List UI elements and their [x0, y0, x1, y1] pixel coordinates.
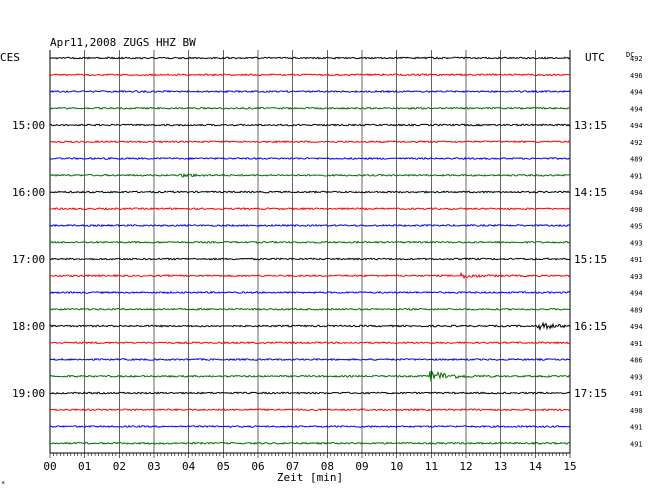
dc-offset-value: 489 [630, 306, 643, 314]
dc-offset-value: 489 [630, 156, 643, 164]
dc-offset-value: 494 [630, 105, 643, 113]
trace-19 [49, 369, 571, 382]
x-axis: 00 01 02 03 04 05 06 07 08 09 10 11 12 13 14 15 [43, 452, 577, 473]
trace-5 [49, 140, 571, 144]
dc-offset-value: 495 [630, 223, 643, 231]
dc-offset-value: 496 [630, 72, 643, 80]
left-time-label: 18:00 [12, 320, 45, 333]
trace-23 [49, 441, 571, 445]
dc-offset-value: 490 [630, 407, 643, 415]
corner-mark: * [1, 480, 5, 488]
x-tick-label: 03 [147, 460, 160, 473]
x-tick-label: 09 [355, 460, 368, 473]
dc-offset-value: 494 [630, 122, 643, 130]
trace-14 [49, 290, 571, 295]
dc-offset-value: 486 [630, 357, 643, 365]
trace-8 [49, 190, 571, 194]
x-tick-label: 08 [321, 460, 334, 473]
dc-offset-value: 491 [630, 440, 643, 448]
chart-title: Apr11,2008 ZUGS HHZ BW [50, 36, 196, 49]
x-tick-label: 06 [251, 460, 264, 473]
dc-offset-value: 493 [630, 239, 643, 247]
trace-2 [49, 89, 571, 94]
trace-22 [49, 424, 571, 429]
dc-offset-value: 493 [630, 273, 643, 281]
x-tick-label: 07 [286, 460, 299, 473]
x-tick-label: 12 [459, 460, 472, 473]
dc-offset-value: 494 [630, 290, 643, 298]
x-tick-label: 00 [43, 460, 56, 473]
trace-11 [49, 240, 571, 244]
right-time-label: 17:15 [574, 387, 607, 400]
dc-offset-value: 491 [630, 424, 643, 432]
x-tick-label: 05 [217, 460, 230, 473]
x-axis-label: Zeit [min] [277, 471, 343, 484]
trace-17 [49, 341, 571, 345]
trace-20 [49, 391, 571, 395]
trace-15 [49, 307, 571, 311]
x-tick-label: 11 [425, 460, 438, 473]
dc-offset-value: 494 [630, 189, 643, 197]
trace-10 [49, 223, 571, 228]
left-time-label: 16:00 [12, 186, 45, 199]
left-time-label: 15:00 [12, 119, 45, 132]
trace-0 [49, 56, 571, 60]
trace-21 [49, 408, 571, 412]
right-time-label: 14:15 [574, 186, 607, 199]
time-labels: 15:00 16:00 17:00 18:00 19:00 13:15 14:15 15:15… [12, 55, 643, 448]
left-axis-label: CES [0, 51, 20, 64]
time-gridlines [49, 50, 571, 453]
left-time-label: 19:00 [12, 387, 45, 400]
dc-offset-value: 492 [630, 55, 643, 63]
trace-16 [49, 321, 571, 332]
seismic-traces [49, 56, 571, 445]
dc-header: DC [626, 51, 634, 59]
x-tick-label: 14 [529, 460, 543, 473]
x-tick-label: 02 [113, 460, 126, 473]
trace-6 [49, 156, 571, 161]
trace-18 [49, 357, 571, 362]
dc-offset-value: 491 [630, 256, 643, 264]
dc-offset-value: 493 [630, 373, 643, 381]
trace-1 [49, 73, 571, 77]
x-tick-label: 10 [390, 460, 403, 473]
left-time-label: 17:00 [12, 253, 45, 266]
dc-offset-value: 494 [630, 323, 643, 331]
right-axis-label: UTC [585, 51, 605, 64]
trace-9 [49, 207, 571, 211]
trace-13 [49, 271, 571, 280]
trace-12 [49, 257, 571, 261]
x-tick-label: 04 [182, 460, 196, 473]
trace-3 [49, 106, 571, 110]
trace-4 [49, 123, 571, 127]
right-time-label: 13:15 [574, 119, 607, 132]
right-time-label: 16:15 [574, 320, 607, 333]
right-time-label: 15:15 [574, 253, 607, 266]
dc-offset-value: 494 [630, 89, 643, 97]
trace-7 [49, 172, 571, 178]
x-tick-label: 15 [563, 460, 576, 473]
x-tick-label: 13 [494, 460, 507, 473]
dc-offset-value: 490 [630, 206, 643, 214]
x-tick-label: 01 [78, 460, 91, 473]
dc-offset-value: 492 [630, 139, 643, 147]
dc-offset-value: 491 [630, 390, 643, 398]
dc-offset-value: 491 [630, 340, 643, 348]
dc-offset-value: 491 [630, 172, 643, 180]
